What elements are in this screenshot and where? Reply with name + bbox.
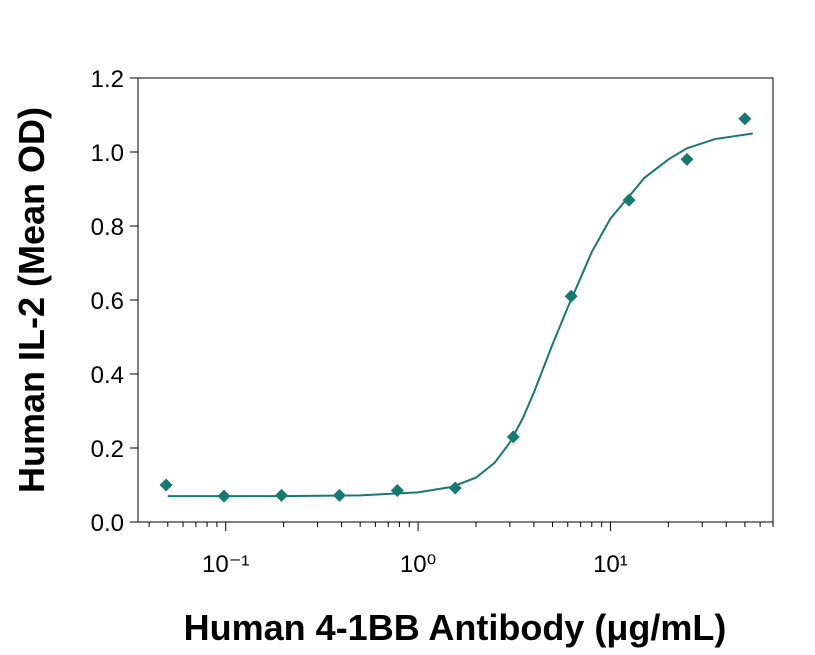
data-point: [680, 153, 693, 166]
data-point: [333, 489, 346, 502]
y-tick-label: 0.6: [91, 288, 124, 315]
data-point: [565, 290, 578, 303]
y-tick-label: 0.8: [91, 214, 124, 241]
x-tick-label: 10¹: [593, 551, 628, 578]
data-point: [623, 194, 636, 207]
y-tick-label: 0.2: [91, 436, 124, 463]
plot-frame: [138, 78, 773, 522]
y-tick-label: 0.0: [91, 510, 124, 537]
x-tick-label: 10⁻¹: [202, 551, 249, 578]
x-axis-title: Human 4-1BB Antibody (μg/mL): [184, 607, 727, 648]
y-tick-label: 1.0: [91, 140, 124, 167]
y-tick-label: 0.4: [91, 362, 124, 389]
y-axis-title: Human IL-2 (Mean OD): [11, 107, 52, 493]
data-point: [507, 430, 520, 443]
data-point: [738, 112, 751, 125]
data-point: [391, 484, 404, 497]
data-point: [275, 489, 288, 502]
fit-curve: [168, 134, 753, 497]
data-point: [160, 479, 173, 492]
y-tick-label: 1.2: [91, 66, 124, 93]
x-tick-label: 10⁰: [400, 551, 436, 578]
data-point: [218, 490, 231, 503]
